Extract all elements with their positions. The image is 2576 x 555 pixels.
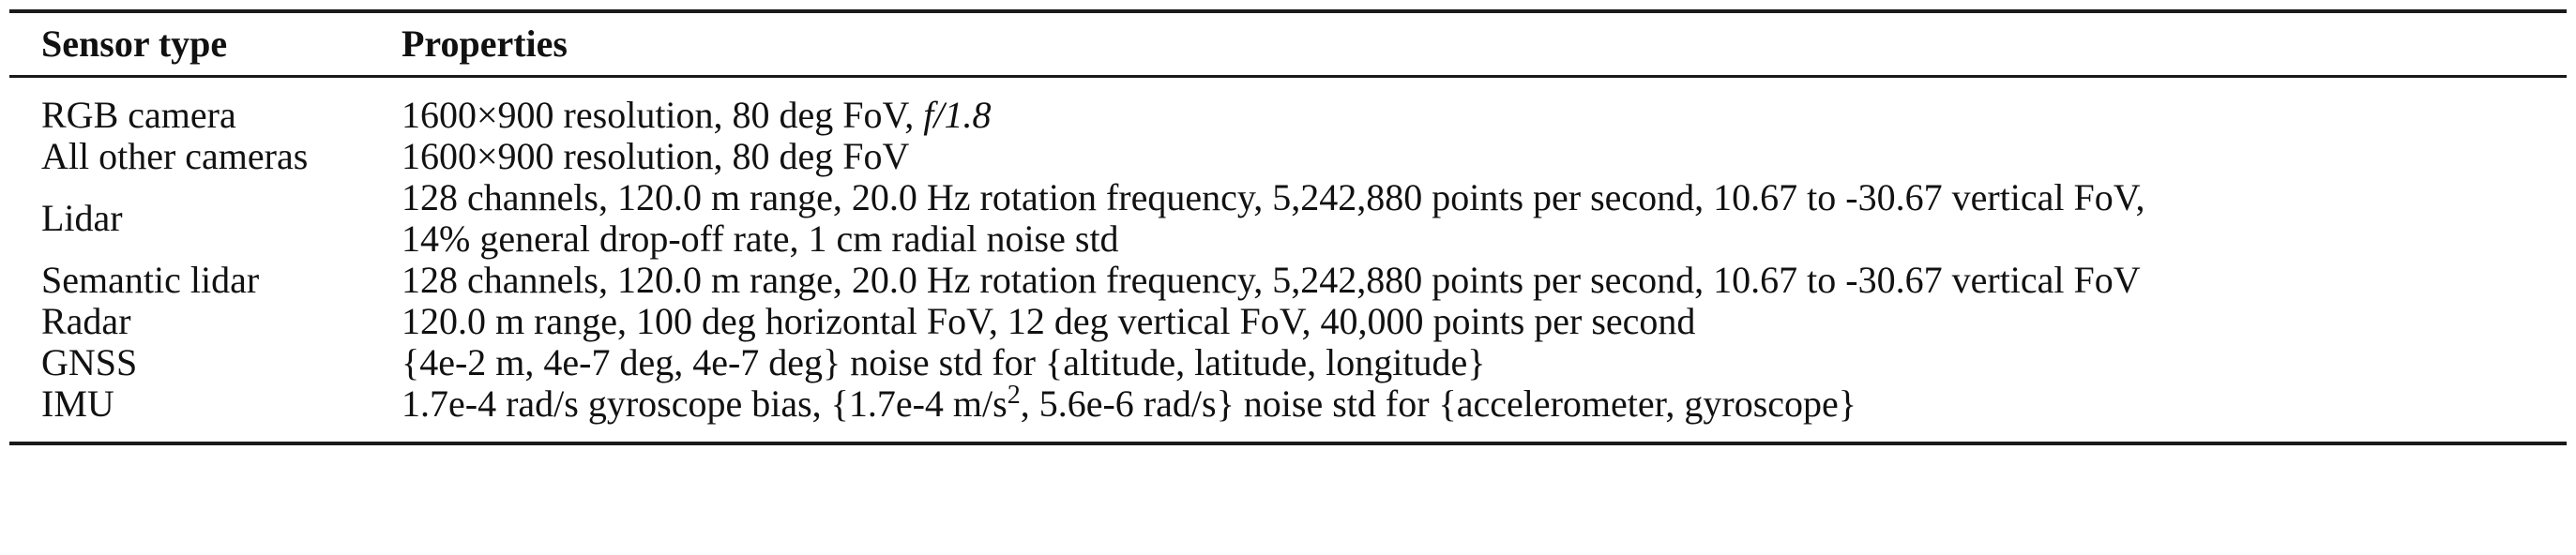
table-header-rule — [9, 75, 2567, 78]
table-row: GNSS {4e-2 m, 4e-7 deg, 4e-7 deg} noise … — [9, 342, 2567, 383]
sensor-cell: Radar — [41, 300, 131, 342]
sensor-cell: All other cameras — [41, 135, 309, 177]
table-row: Lidar 128 channels, 120.0 m range, 20.0 … — [9, 177, 2567, 260]
table-row: RGB camera 1600×900 resolution, 80 deg F… — [9, 95, 2567, 136]
table-row: Radar 120.0 m range, 100 deg horizontal … — [9, 301, 2567, 342]
properties-line: 14% general drop-off rate, 1 cm radial n… — [402, 218, 1119, 260]
sensor-cell: RGB camera — [41, 94, 236, 136]
sensor-cell: GNSS — [41, 341, 138, 383]
sensor-cell: IMU — [41, 382, 114, 425]
properties-cell: 1.7e-4 rad/s gyroscope bias, {1.7e-4 m/s… — [402, 381, 2567, 425]
sensor-properties-table: Sensor type Properties RGB camera 1600×9… — [9, 9, 2567, 445]
properties-line: 128 channels, 120.0 m range, 20.0 Hz rot… — [402, 176, 2145, 218]
properties-text: 1600×900 resolution, 80 deg FoV, — [402, 94, 924, 136]
table-top-rule — [9, 9, 2567, 13]
sensor-cell: Lidar — [41, 197, 123, 239]
properties-cell: {4e-2 m, 4e-7 deg, 4e-7 deg} noise std f… — [402, 341, 1486, 383]
aperture-math: f/1.8 — [923, 94, 992, 136]
table-row: IMU 1.7e-4 rad/s gyroscope bias, {1.7e-4… — [9, 381, 2567, 425]
superscript: 2 — [1007, 381, 1021, 410]
properties-text: 1.7e-4 rad/s gyroscope bias, {1.7e-4 m/s — [402, 382, 1008, 425]
sensor-cell: Semantic lidar — [41, 259, 260, 301]
properties-cell: 128 channels, 120.0 m range, 20.0 Hz rot… — [402, 259, 2141, 301]
properties-cell: 1600×900 resolution, 80 deg FoV — [402, 135, 910, 177]
table-bottom-rule — [9, 442, 2567, 445]
properties-text: , 5.6e-6 rad/s} noise std for {accelerom… — [1020, 382, 1856, 425]
table-header-row: Sensor type Properties — [9, 13, 2567, 75]
properties-cell: 120.0 m range, 100 deg horizontal FoV, 1… — [402, 300, 1696, 342]
header-properties: Properties — [402, 22, 568, 65]
table-body: RGB camera 1600×900 resolution, 80 deg F… — [9, 78, 2567, 442]
properties-cell: 128 channels, 120.0 m range, 20.0 Hz rot… — [402, 177, 2567, 260]
table-row: All other cameras 1600×900 resolution, 8… — [9, 136, 2567, 177]
header-sensor-type: Sensor type — [41, 22, 228, 65]
table-row: Semantic lidar 128 channels, 120.0 m ran… — [9, 260, 2567, 301]
properties-cell: 1600×900 resolution, 80 deg FoV, f/1.8 — [402, 95, 2567, 136]
